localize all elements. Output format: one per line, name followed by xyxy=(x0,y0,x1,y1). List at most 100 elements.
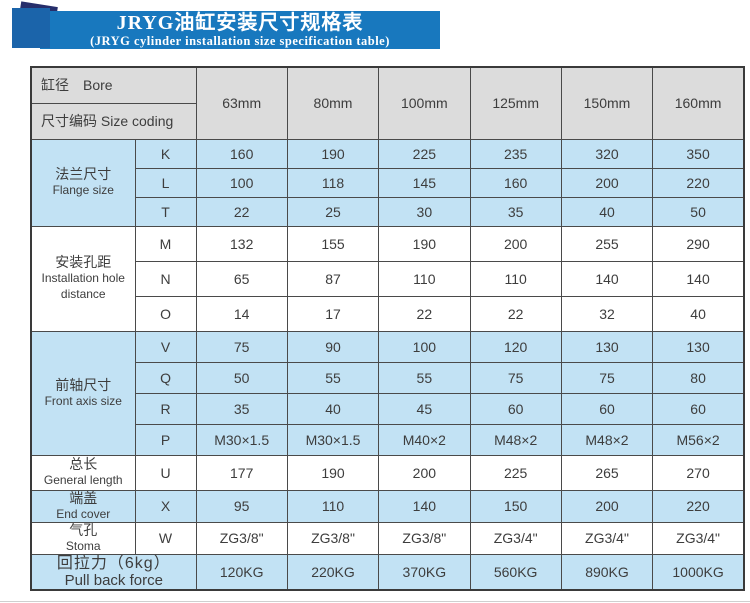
col-header: 150mm xyxy=(560,66,654,140)
value-cell: 225 xyxy=(378,138,471,169)
page-bottom-divider xyxy=(0,601,750,602)
group-label-en: End cover xyxy=(56,506,111,521)
value-cell: 45 xyxy=(378,392,471,425)
value-cell: M40×2 xyxy=(378,423,471,456)
value-cell: 130 xyxy=(560,330,654,363)
value-cell: ZG3/4" xyxy=(469,521,562,555)
value-cell: 40 xyxy=(286,392,380,425)
value-cell: 40 xyxy=(652,295,745,332)
value-cell: 200 xyxy=(560,167,654,198)
group-label-end-cover: 端盖 End cover xyxy=(30,489,136,523)
value-cell: 110 xyxy=(378,260,471,297)
value-cell: 370KG xyxy=(378,553,471,591)
row-code: W xyxy=(134,521,197,555)
value-cell: 200 xyxy=(378,454,471,491)
group-label-stoma: 气孔 Stoma xyxy=(30,521,136,555)
value-cell: 1000KG xyxy=(652,553,745,591)
group-label-front-axis-size: 前轴尺寸 Front axis size xyxy=(30,330,136,456)
group-label-general-length: 总长 General length xyxy=(30,454,136,491)
page-title: JRYG油缸安装尺寸规格表 xyxy=(116,12,364,34)
value-cell: 80 xyxy=(652,361,745,394)
value-cell: 150 xyxy=(469,489,562,523)
value-cell: 200 xyxy=(560,489,654,523)
value-cell: 320 xyxy=(560,138,654,169)
value-cell: 75 xyxy=(195,330,288,363)
value-cell: 60 xyxy=(469,392,562,425)
group-label-installation-hole-distance: 安装孔距 Installation hole distance xyxy=(30,225,136,332)
group-label-cn: 端盖 xyxy=(69,490,98,506)
value-cell: 32 xyxy=(560,295,654,332)
page-subtitle: (JRYG cylinder installation size specifi… xyxy=(90,34,390,48)
value-cell: 140 xyxy=(560,260,654,297)
group-label-en: Pull back force xyxy=(64,571,163,589)
value-cell: 190 xyxy=(378,225,471,262)
value-cell: ZG3/4" xyxy=(652,521,745,555)
value-cell: 255 xyxy=(560,225,654,262)
col-header: 160mm xyxy=(652,66,745,140)
row-code: U xyxy=(134,454,197,491)
group-label-en: Stoma xyxy=(65,538,101,553)
col-header: 80mm xyxy=(286,66,380,140)
value-cell: 120KG xyxy=(195,553,288,591)
value-cell: M30×1.5 xyxy=(286,423,380,456)
row-code: Q xyxy=(134,361,197,394)
row-code: M xyxy=(134,225,197,262)
value-cell: 132 xyxy=(195,225,288,262)
value-cell: 90 xyxy=(286,330,380,363)
value-cell: 22 xyxy=(378,295,471,332)
group-label-cn: 回拉力（6kg） xyxy=(56,554,171,572)
group-label-en: Front axis size xyxy=(44,393,122,408)
value-cell: 190 xyxy=(286,454,380,491)
value-cell: 155 xyxy=(286,225,380,262)
value-cell: 95 xyxy=(195,489,288,523)
group-label-pull-back-force: 回拉力（6kg） Pull back force xyxy=(30,553,197,591)
row-code: V xyxy=(134,330,197,363)
value-cell: 14 xyxy=(195,295,288,332)
value-cell: 140 xyxy=(652,260,745,297)
col-header: 63mm xyxy=(195,66,288,140)
title-banner: JRYG油缸安装尺寸规格表 (JRYG cylinder installatio… xyxy=(40,11,440,49)
value-cell: 35 xyxy=(195,392,288,425)
group-label-en: Installation hole distance xyxy=(41,271,125,301)
value-cell: 60 xyxy=(652,392,745,425)
value-cell: 270 xyxy=(652,454,745,491)
group-label-cn: 气孔 xyxy=(69,522,98,538)
row-code: T xyxy=(134,196,197,227)
value-cell: 35 xyxy=(469,196,562,227)
value-cell: 235 xyxy=(469,138,562,169)
value-cell: 225 xyxy=(469,454,562,491)
col-header: 100mm xyxy=(378,66,471,140)
value-cell: M48×2 xyxy=(560,423,654,456)
logo-square xyxy=(12,8,50,48)
value-cell: ZG3/8" xyxy=(378,521,471,555)
value-cell: 560KG xyxy=(469,553,562,591)
spec-table: 缸径 Bore 63mm 80mm 100mm 125mm 150mm 160m… xyxy=(30,66,745,591)
value-cell: 50 xyxy=(652,196,745,227)
group-label-flange-size: 法兰尺寸 Flange size xyxy=(30,138,136,227)
value-cell: 75 xyxy=(560,361,654,394)
value-cell: 55 xyxy=(286,361,380,394)
value-cell: 177 xyxy=(195,454,288,491)
value-cell: 100 xyxy=(378,330,471,363)
value-cell: ZG3/8" xyxy=(195,521,288,555)
value-cell: 25 xyxy=(286,196,380,227)
group-label-cn: 安装孔距 xyxy=(55,254,112,270)
row-code: L xyxy=(134,167,197,198)
corner-size-coding: 尺寸编码 Size coding xyxy=(30,102,197,140)
value-cell: 190 xyxy=(286,138,380,169)
value-cell: 118 xyxy=(286,167,380,198)
value-cell: 220 xyxy=(652,167,745,198)
group-label-cn: 法兰尺寸 xyxy=(55,166,112,182)
value-cell: M30×1.5 xyxy=(195,423,288,456)
value-cell: ZG3/4" xyxy=(560,521,654,555)
group-label-cn: 总长 xyxy=(69,456,98,472)
value-cell: M48×2 xyxy=(469,423,562,456)
value-cell: 220KG xyxy=(286,553,380,591)
value-cell: 145 xyxy=(378,167,471,198)
col-header: 125mm xyxy=(469,66,562,140)
value-cell: 60 xyxy=(560,392,654,425)
group-label-en: General length xyxy=(43,473,123,487)
row-code: P xyxy=(134,423,197,456)
value-cell: 75 xyxy=(469,361,562,394)
group-label-en: Flange size xyxy=(52,183,114,197)
